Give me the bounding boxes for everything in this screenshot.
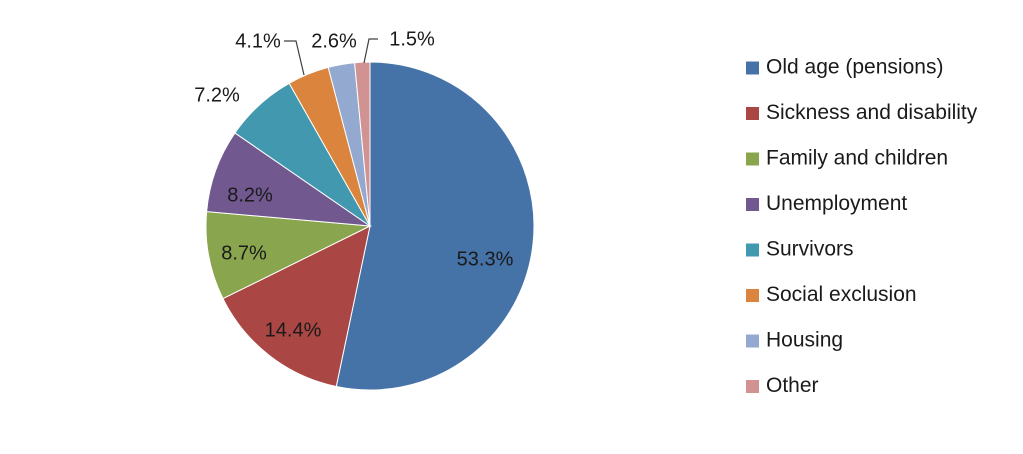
- data-label-social-exclusion: 4.1%: [235, 30, 281, 52]
- data-label-family-and-children: 8.7%: [221, 242, 267, 264]
- data-label-housing: 2.6%: [311, 30, 357, 52]
- legend-label-old-age-pensions: Old age (pensions): [766, 56, 943, 79]
- legend-swatch-old-age-pensions: [746, 61, 759, 75]
- legend-swatch-social-exclusion: [746, 289, 759, 302]
- legend-swatch-survivors: [746, 243, 759, 257]
- legend-label-social-exclusion: Social exclusion: [766, 283, 917, 306]
- leader-lines: [284, 38, 378, 76]
- data-label-sickness-and-disability: 14.4%: [265, 319, 322, 341]
- pie-slice-family-and-children: [205, 211, 372, 300]
- legend-swatch-unemployment: [746, 198, 759, 211]
- legend-label-unemployment: Unemployment: [766, 192, 907, 215]
- data-label-old-age-pensions: 53.3%: [457, 248, 514, 270]
- legend-label-housing: Housing: [766, 329, 843, 352]
- legend-label-sickness-and-disability: Sickness and disability: [766, 101, 978, 124]
- data-label-survivors: 7.2%: [194, 84, 240, 106]
- legend-swatch-housing: [746, 334, 759, 348]
- legend-label-survivors: Survivors: [766, 238, 854, 261]
- pie-slices: [205, 61, 535, 391]
- pie-slice-other: [354, 61, 371, 227]
- leader-line-other: [363, 38, 378, 64]
- legend: Old age (pensions) Sickness and disabilit…: [746, 56, 978, 397]
- data-label-other: 1.5%: [389, 28, 435, 50]
- legend-swatch-sickness-and-disability: [746, 107, 759, 120]
- legend-swatch-family-and-children: [746, 152, 759, 166]
- pie-slice-old-age-pensions: [335, 61, 535, 391]
- leader-line-social-exclusion: [284, 40, 305, 76]
- pie-slice-sickness-and-disability: [222, 225, 371, 388]
- data-label-unemployment: 8.2%: [227, 184, 273, 206]
- legend-label-family-and-children: Family and children: [766, 147, 948, 170]
- legend-label-other: Other: [766, 374, 819, 397]
- legend-swatch-other: [746, 380, 759, 393]
- slice-labels: 53.3% 14.4% 8.7% 8.2% 7.2% 4.1% 2.6% 1.5%: [194, 28, 513, 341]
